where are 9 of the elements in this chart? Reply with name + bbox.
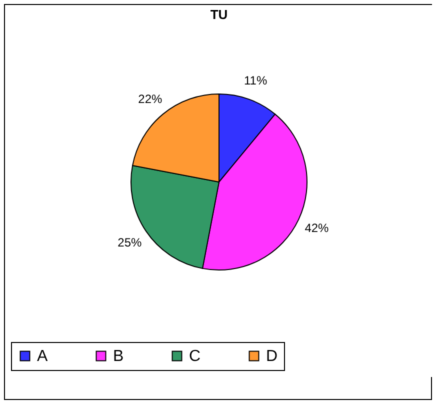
legend-label: D	[266, 348, 278, 365]
data-label: 42%	[304, 220, 330, 235]
chart-title: TU	[210, 7, 228, 22]
data-label: 25%	[118, 236, 142, 250]
data-label: 22%	[138, 92, 162, 106]
legend-label: A	[37, 348, 48, 365]
legend-label: C	[189, 348, 201, 365]
data-label: 11%	[244, 73, 268, 88]
legend-label: B	[113, 348, 124, 365]
